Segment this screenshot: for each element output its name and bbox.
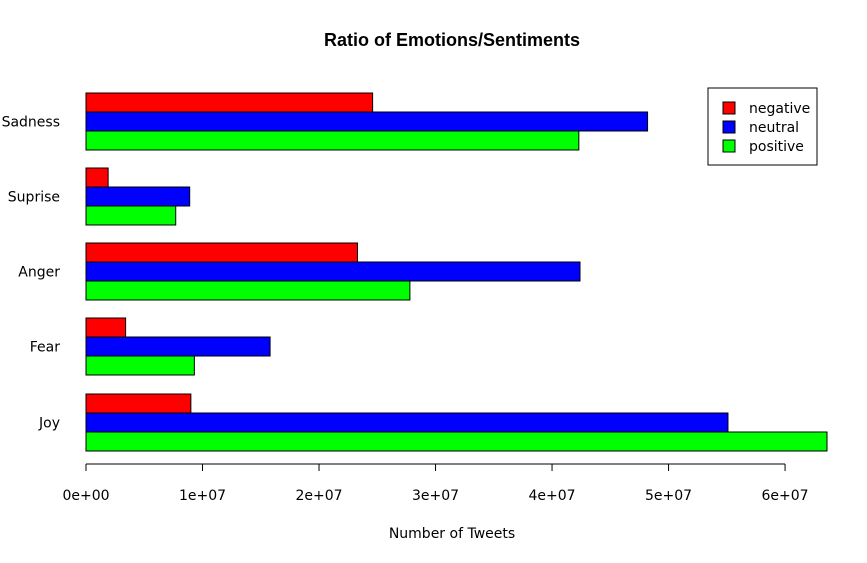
legend-swatch-neutral	[722, 120, 736, 134]
x-axis-label: Number of Tweets	[389, 526, 515, 542]
bar-anger-positive	[85, 280, 411, 301]
bar-sadness-negative	[85, 92, 374, 113]
y-tick-label: Joy	[38, 416, 60, 432]
bar-suprise-positive	[85, 205, 177, 226]
x-tick-label: 1e+07	[179, 488, 226, 504]
bar-joy-negative	[85, 393, 192, 414]
bar-fear-neutral	[85, 336, 271, 357]
legend-swatch-positive	[722, 139, 736, 153]
bar-fear-negative	[85, 317, 127, 338]
bar-suprise-neutral	[85, 186, 191, 207]
y-tick-label: Suprise	[8, 190, 60, 206]
bar-sadness-neutral	[85, 111, 649, 132]
bar-anger-negative	[85, 242, 358, 263]
x-tick-label: 0e+00	[62, 488, 109, 504]
y-tick-label: Fear	[30, 340, 60, 356]
legend-label-neutral: neutral	[749, 120, 799, 136]
legend: negative neutral positive	[707, 87, 818, 166]
legend-label-negative: negative	[749, 101, 810, 117]
x-tick-label: 6e+07	[762, 488, 809, 504]
bars-group	[85, 92, 828, 452]
chart-title: Ratio of Emotions/Sentiments	[324, 30, 580, 50]
legend-label-positive: positive	[749, 139, 804, 155]
x-tick-label: 3e+07	[412, 488, 459, 504]
y-tick-label: Sadness	[2, 115, 60, 131]
x-tick-label: 2e+07	[295, 488, 342, 504]
bar-joy-positive	[85, 431, 828, 452]
bar-fear-positive	[85, 355, 195, 376]
x-ticks: 0e+00 1e+07 2e+07 3e+07 4e+07 5e+07 6e+07	[62, 464, 809, 504]
x-tick-label: 4e+07	[528, 488, 575, 504]
bar-anger-neutral	[85, 261, 581, 282]
bar-suprise-negative	[85, 167, 109, 188]
y-tick-labels: Sadness Suprise Anger Fear Joy	[2, 115, 61, 432]
bar-sadness-positive	[85, 130, 580, 151]
y-tick-label: Anger	[18, 265, 60, 281]
legend-swatch-negative	[722, 101, 736, 115]
bar-joy-neutral	[85, 412, 729, 433]
x-tick-label: 5e+07	[645, 488, 692, 504]
